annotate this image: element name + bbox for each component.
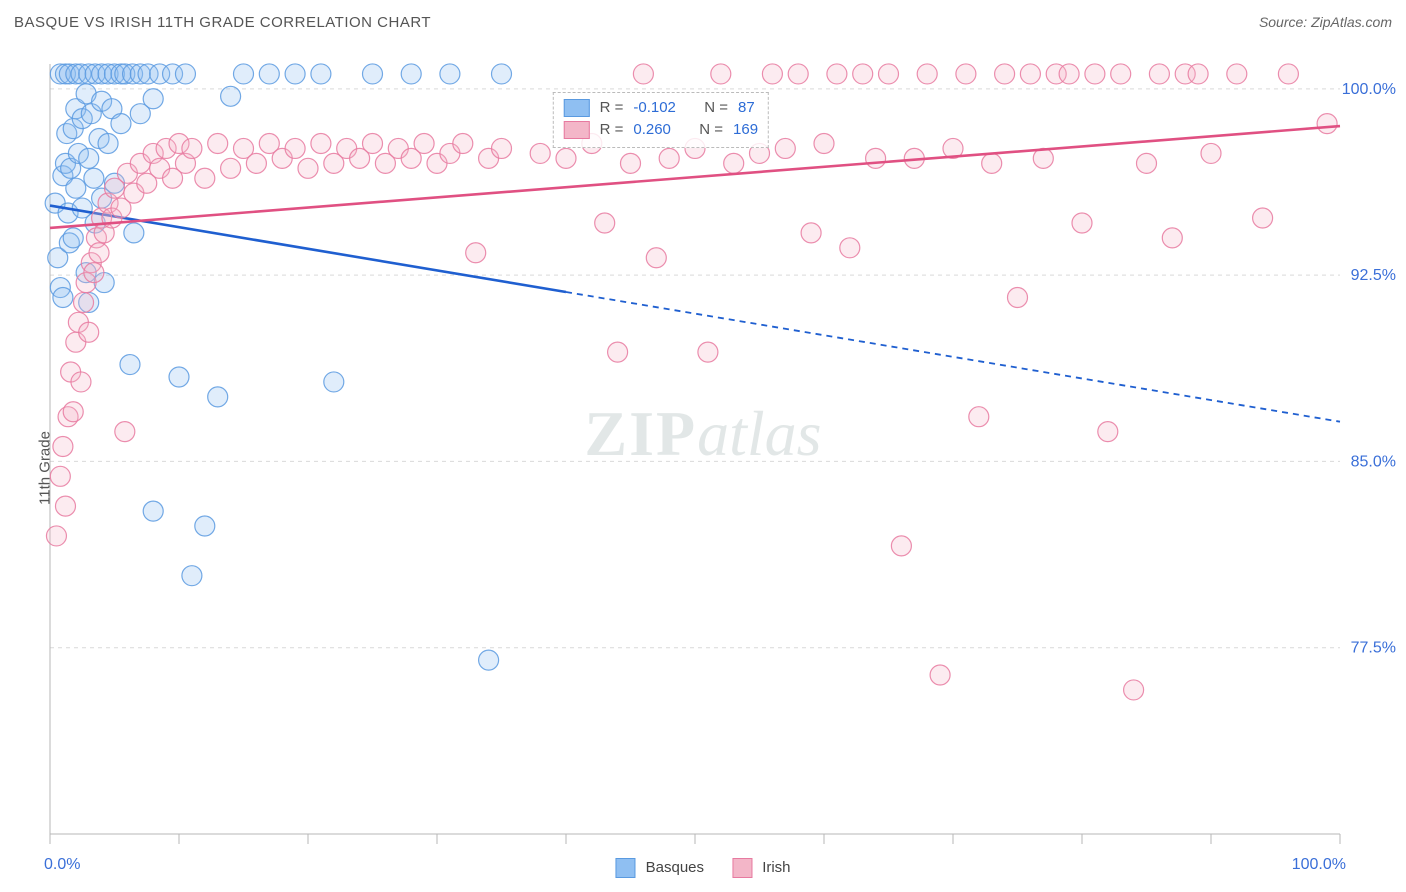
stats-swatch-basques bbox=[564, 99, 590, 117]
legend-swatch-irish bbox=[732, 858, 752, 878]
svg-text:92.5%: 92.5% bbox=[1351, 267, 1396, 284]
bottom-legend: Basques Irish bbox=[615, 858, 790, 878]
stats-row-basques: R = -0.102 N = 87 bbox=[564, 97, 758, 119]
chart-title: BASQUE VS IRISH 11TH GRADE CORRELATION C… bbox=[14, 14, 431, 31]
svg-text:100.0%: 100.0% bbox=[1342, 81, 1396, 98]
chart-source: Source: ZipAtlas.com bbox=[1259, 14, 1392, 30]
legend-label: Irish bbox=[762, 859, 790, 876]
legend-swatch-basques bbox=[615, 858, 635, 878]
stats-swatch-irish bbox=[564, 121, 590, 139]
legend-item-basques: Basques bbox=[615, 858, 704, 878]
scatter-svg: 100.0% 92.5% 85.0% 77.5% bbox=[0, 44, 1406, 892]
stats-n-value: 169 bbox=[733, 119, 758, 141]
stats-r-value: 0.260 bbox=[633, 119, 671, 141]
chart-header: BASQUE VS IRISH 11TH GRADE CORRELATION C… bbox=[0, 0, 1406, 44]
stats-r-label: R = bbox=[600, 119, 624, 141]
stats-legend-box: R = -0.102 N = 87 R = 0.260 N = 169 bbox=[553, 92, 769, 148]
stats-r-value: -0.102 bbox=[633, 97, 676, 119]
legend-label: Basques bbox=[646, 859, 704, 876]
stats-row-irish: R = 0.260 N = 169 bbox=[564, 119, 758, 141]
x-axis-tick-left: 0.0% bbox=[44, 856, 80, 874]
plot-area: 11th Grade 100.0%92.5%85.0%77.5% ZIPatla… bbox=[0, 44, 1406, 892]
stats-n-label: N = bbox=[699, 119, 723, 141]
x-axis-tick-right: 100.0% bbox=[1292, 856, 1346, 874]
svg-text:85.0%: 85.0% bbox=[1351, 453, 1396, 470]
stats-n-value: 87 bbox=[738, 97, 755, 119]
svg-text:77.5%: 77.5% bbox=[1351, 640, 1396, 657]
stats-n-label: N = bbox=[704, 97, 728, 119]
legend-item-irish: Irish bbox=[732, 858, 791, 878]
stats-r-label: R = bbox=[600, 97, 624, 119]
